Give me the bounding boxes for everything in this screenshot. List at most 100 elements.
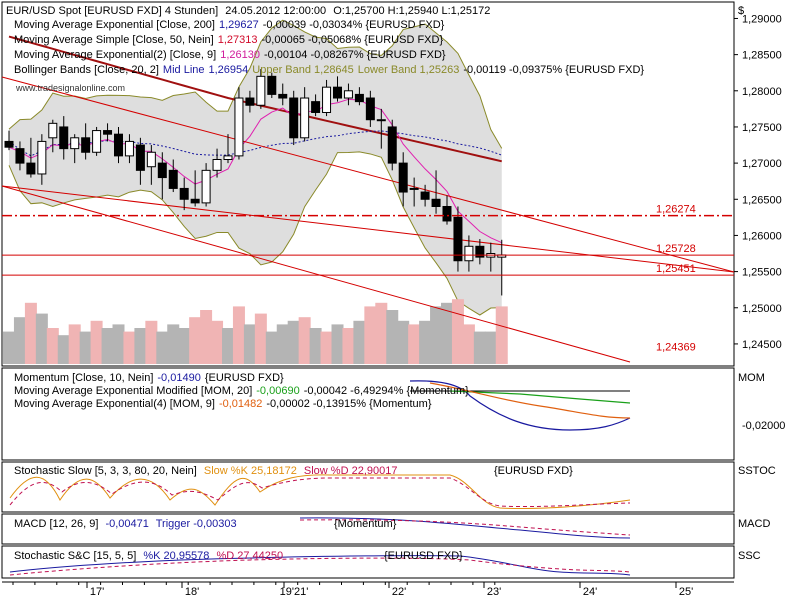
ema-200-line bbox=[8, 35, 502, 163]
price-tick-label: 1,24500 bbox=[742, 339, 782, 351]
time-axis[interactable]: 17' 18' 19'21' 22' 23' 24' 25' bbox=[2, 581, 734, 598]
candle-body bbox=[92, 130, 102, 153]
volume-bar bbox=[254, 313, 267, 364]
volume-bar bbox=[331, 324, 344, 364]
candle-body bbox=[311, 101, 321, 113]
legend-value: 1,26130 bbox=[220, 49, 260, 61]
volume-bar bbox=[35, 313, 48, 364]
volume-bar bbox=[441, 302, 453, 364]
candle-body bbox=[190, 198, 200, 204]
macd-trigger-line bbox=[299, 519, 631, 536]
volume-bar bbox=[243, 324, 256, 364]
level-label: 1,24369 bbox=[656, 341, 696, 353]
bollinger-lower-line bbox=[8, 151, 502, 316]
main-legend: EUR/USD Spot [EURUSD FXD] 4 Stunden] 24.… bbox=[6, 5, 644, 76]
candle-body bbox=[398, 162, 408, 193]
legend-prefix: Moving Average Exponential(4) [MOM, 9] bbox=[14, 398, 215, 410]
volume-bar bbox=[484, 331, 497, 364]
candle-body bbox=[387, 126, 397, 164]
volume-bars bbox=[3, 299, 508, 364]
macd-legend: MACD [12, 26, 9] -0,00471 Trigger -0,003… bbox=[14, 518, 397, 530]
candle-body bbox=[343, 90, 353, 99]
time-tick-label: 24' bbox=[583, 586, 597, 598]
volume-bar bbox=[3, 331, 15, 364]
price-tick-label: 1,29000 bbox=[742, 13, 782, 25]
volume-bar bbox=[364, 306, 377, 364]
svg-text:MACD [12, 26, 9] -0,: MACD [12, 26, 9] -0,00471 Trigger -0,003… bbox=[14, 518, 237, 530]
candle-body bbox=[124, 140, 134, 157]
main-legend-line: Bollinger Bands [Close, 20, 2] Mid Line 1,… bbox=[14, 64, 644, 76]
legend-prefix: Moving Average Exponential(2) [Close, 9] bbox=[14, 49, 216, 61]
momentum-ema-mod-line bbox=[449, 390, 631, 404]
macd-panel[interactable]: MACD MACD [12, 26, 9] -0,00471 Trigger -… bbox=[1, 513, 770, 545]
volume-bar bbox=[397, 320, 410, 364]
legend-rest: -0,00119 -0,09375% {EURUSD FXD} bbox=[463, 64, 644, 76]
legend-lower: Lower Band 1,25263 bbox=[358, 64, 460, 76]
volume-bar bbox=[46, 328, 59, 364]
volume-bar bbox=[200, 310, 213, 364]
candle-body bbox=[4, 140, 14, 148]
volume-bar bbox=[13, 317, 26, 364]
sstoc-legend-source: {EURUSD FXD} bbox=[494, 465, 573, 477]
legend-mid: Mid Line bbox=[163, 64, 205, 76]
momentum-axis-tick: -0,02000 bbox=[742, 420, 785, 432]
candle-body bbox=[453, 216, 463, 262]
legend-prefix: Moving Average Exponential Modified [MOM… bbox=[14, 385, 252, 397]
legend-midval: 1,26954 bbox=[209, 64, 249, 76]
volume-bar bbox=[495, 306, 508, 364]
macd-legend-source: {Momentum} bbox=[334, 518, 397, 530]
candle-body bbox=[103, 130, 113, 135]
candle-body bbox=[168, 169, 178, 189]
volume-bar bbox=[386, 310, 399, 364]
bollinger-upper-line bbox=[8, 19, 503, 149]
candle-body bbox=[333, 86, 342, 99]
volume-bar bbox=[309, 328, 322, 364]
volume-bar bbox=[123, 331, 136, 364]
stochastic-slow-panel[interactable]: SSTOC Stochastic Slow [5, 3, 3, 80, 20, … bbox=[1, 461, 776, 513]
volume-bar bbox=[430, 306, 443, 364]
price-tick-label: 1,28000 bbox=[742, 86, 782, 98]
candle-body bbox=[475, 245, 485, 258]
momentum-legend: Momentum [Close, 10, Nein] -0,01490 {EURUS… bbox=[14, 372, 469, 410]
candle-body bbox=[278, 93, 288, 99]
legend-rest: -0,00104 -0,08267% {EURUSD FXD} bbox=[264, 49, 446, 61]
stochastic-sc-panel[interactable]: SSC Stochastic S&C [15, 5, 5] %K 20,9557… bbox=[1, 545, 761, 579]
legend-prefix: Momentum [Close, 10, Nein] bbox=[14, 372, 153, 384]
volume-bar bbox=[342, 328, 355, 364]
price-axis[interactable]: $ 1,29000 1,28500 1,28000 1,27500 1,27000 1,2… bbox=[734, 5, 782, 351]
header-datetime: 24.05.2012 12:00:00 bbox=[225, 5, 326, 17]
volume-bar bbox=[222, 328, 234, 364]
price-tick-label: 1,26000 bbox=[742, 230, 782, 242]
volume-bar bbox=[134, 328, 147, 364]
momentum-legend-line: Momentum [Close, 10, Nein] -0,01490 {EURUS… bbox=[14, 372, 284, 384]
trend-line-lower bbox=[1, 185, 735, 273]
volume-bar bbox=[419, 320, 432, 364]
momentum-panel[interactable]: MOM -0,02000 Momentum [Close, 10, Nein] -… bbox=[1, 367, 785, 461]
momentum-line bbox=[409, 380, 631, 431]
sstoc-d-line bbox=[9, 477, 631, 508]
macd-axis-label: MACD bbox=[738, 518, 770, 530]
candle-body bbox=[70, 137, 80, 150]
price-tick-label: 1,27500 bbox=[742, 122, 782, 134]
legend-rest: -0,00002 -0,13915% {Momentum} bbox=[266, 398, 431, 410]
legend-rest: -0,00039 -0,03034% {EURUSD FXD} bbox=[263, 19, 445, 31]
candle-body bbox=[442, 206, 452, 222]
legend-value: -0,01482 bbox=[219, 398, 262, 410]
candle-body bbox=[212, 158, 222, 171]
price-tick-label: 1,28500 bbox=[742, 50, 782, 62]
watermark: www.tradesignalonline.com bbox=[15, 83, 125, 93]
volume-bar bbox=[68, 324, 81, 364]
main-price-panel[interactable]: www.tradesignalonline.com EUR/USD Spot [… bbox=[1, 1, 735, 367]
price-tick-label: 1,25500 bbox=[742, 267, 782, 279]
level-label: 1,25728 bbox=[656, 243, 696, 255]
trend-line-upper bbox=[1, 76, 735, 273]
macd-legend-value: -0,00471 bbox=[105, 518, 148, 530]
header-prefix: EUR/USD Spot [EURUSD FXD] 4 Stunden] bbox=[6, 5, 218, 17]
svg-text:Stochastic S&C [15, 5, 5]: Stochastic S&C [15, 5, 5] %K 20,95578 %D… bbox=[14, 550, 283, 562]
svg-text:Stochastic Slow [5, 3, 3, 80,: Stochastic Slow [5, 3, 3, 80, 20, Nein] … bbox=[14, 465, 397, 477]
ssc-legend: Stochastic S&C [15, 5, 5] %K 20,95578 %D… bbox=[14, 550, 463, 562]
candle-body bbox=[267, 75, 277, 95]
volume-bar bbox=[375, 302, 388, 364]
volume-bar bbox=[320, 331, 333, 364]
